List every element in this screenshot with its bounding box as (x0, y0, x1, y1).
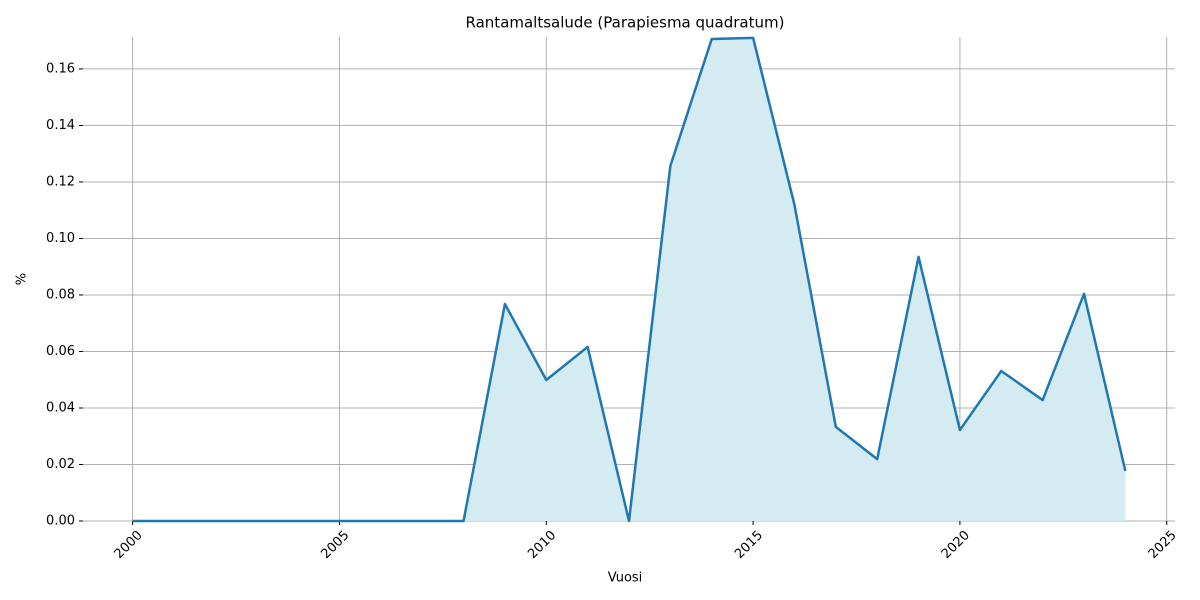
y-tick-label: 0.02 (46, 457, 75, 472)
y-tick-label: 0.10 (46, 231, 75, 246)
chart-title: Rantamaltsalude (Parapiesma quadratum) (466, 14, 785, 32)
line (132, 36, 1127, 523)
x-axis-label: Vuosi (608, 571, 643, 586)
y-tick-label: 0.16 (46, 61, 75, 76)
y-tick-label: 0.08 (46, 287, 75, 302)
y-tick-label: 0.06 (46, 344, 75, 359)
y-axis-label: % (15, 273, 30, 285)
y-tick-label: 0.00 (46, 514, 75, 529)
x-tick-label: 2005 (318, 528, 352, 562)
y-tick-label: 0.14 (46, 118, 75, 133)
x-tick-label: 2015 (732, 528, 766, 562)
y-tick-label: 0.04 (46, 400, 75, 415)
x-tick-label: 2010 (525, 528, 559, 562)
area (132, 37, 1126, 522)
x-tick-label: 2025 (1146, 528, 1180, 562)
x-tick-label: 2020 (939, 528, 973, 562)
y-tick-label: 0.12 (46, 174, 75, 189)
x-tick-label: 2000 (112, 528, 146, 562)
